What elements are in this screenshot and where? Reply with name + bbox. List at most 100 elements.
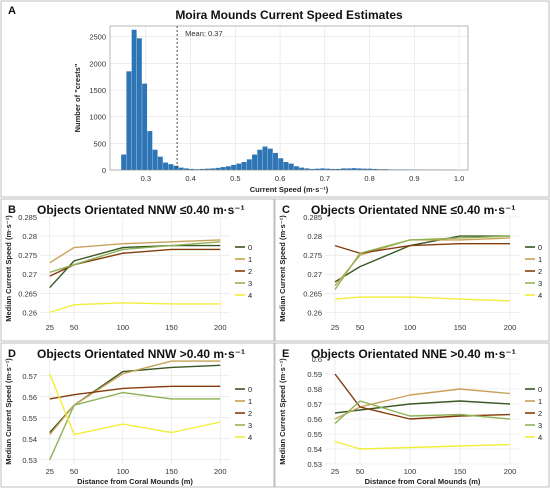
legend-label-0: 0 (248, 385, 252, 394)
panel-b-xtick-label: 200 (214, 323, 227, 332)
panel-b-ytick-label: 0.27 (22, 270, 37, 279)
panel-d-xlabel: Distance from Coral Mounds (m) (77, 477, 193, 486)
histogram-bar (283, 162, 289, 170)
panel-d-ytick-label: 0.54 (22, 435, 37, 444)
histogram-bar (330, 168, 336, 170)
histogram-bar (304, 168, 310, 170)
histogram-bar (293, 166, 299, 170)
histogram-bar (168, 164, 174, 170)
panel-a-plot-frame (109, 25, 469, 171)
panel-a: A Moira Mounds Current Speed Estimates 0 50… (0, 0, 550, 198)
panel-d-title: Objects Orientated NNW >0.40 m·s⁻¹ (37, 347, 245, 361)
histogram-bar (178, 167, 184, 170)
panel-b-xtick-label: 25 (46, 323, 54, 332)
histogram-bar (367, 168, 373, 170)
legend-label-3: 3 (248, 421, 252, 430)
histogram-bar (341, 168, 347, 170)
legend-label-4: 4 (538, 433, 542, 442)
histogram-bar (184, 168, 189, 170)
legend-label-1: 1 (248, 255, 252, 264)
panel-b: B Objects Orientated NNW ≤0.40 m·s⁻¹ 0.26 0… (0, 198, 275, 342)
panel-d-xtick-label: 25 (46, 467, 54, 476)
panel-e-letter: E (282, 348, 289, 360)
histogram-bar (273, 152, 278, 170)
panel-d-xtick-label: 150 (165, 467, 178, 476)
panel-c-title: Objects Orientated NNE ≤0.40 m·s⁻¹ (311, 203, 515, 217)
panel-a-xtick-label: 0.4 (185, 174, 195, 183)
series-line-4 (334, 440, 511, 450)
histogram-bar (147, 131, 153, 170)
series-line-1 (49, 239, 221, 264)
histogram-bar (152, 149, 158, 170)
histogram-bar (335, 168, 341, 170)
panel-d-ylabel: Median Current Speed (m·s⁻¹) (4, 358, 13, 465)
panel-e-ytick-label: 0.58 (307, 385, 322, 394)
legend-label-1: 1 (248, 397, 252, 406)
panel-a-xtick-label: 0.3 (141, 174, 151, 183)
legend-label-4: 4 (248, 433, 252, 442)
panel-a-xtick-label: 0.5 (230, 174, 240, 183)
panel-d-xtick-label: 100 (117, 467, 130, 476)
panel-c-ylabel: Median Current Speed (m·s⁻¹) (278, 215, 287, 322)
histogram-bar (121, 154, 127, 170)
panel-c-xtick-label: 200 (504, 323, 517, 332)
panel-d-ytick-label: 0.56 (22, 393, 37, 402)
panel-a-ytick-label: 2000 (89, 59, 106, 68)
panel-c-letter: C (282, 204, 290, 216)
histogram-bar (356, 168, 362, 170)
panel-e-xtick-label: 100 (404, 467, 417, 476)
histogram-bar (377, 169, 383, 170)
histogram-bar (372, 168, 378, 170)
histogram-bar (236, 163, 242, 170)
panel-a-xtick-label: 0.8 (364, 174, 374, 183)
legend-label-2: 2 (538, 267, 542, 276)
panel-a-letter: A (8, 5, 16, 17)
mean-annotation: Mean: 0.37 (185, 29, 223, 38)
panel-e-ytick-label: 0.54 (307, 445, 322, 454)
panel-a-ylabel: Number of "crests" (73, 63, 82, 132)
panel-b-ytick-label: 0.26 (22, 308, 37, 317)
panel-c-ytick-label: 0.27 (307, 270, 322, 279)
series-line-0 (334, 235, 510, 283)
series-line-2 (334, 373, 511, 420)
panel-a-ytick-label: 0 (102, 166, 106, 175)
panel-e: E Objects Orientated NNE >0.40 m·s⁻¹ 0.53 0… (274, 342, 550, 488)
histogram-bar (257, 149, 263, 170)
panel-b-xtick-label: 150 (165, 323, 178, 332)
histogram-bar (220, 167, 226, 170)
panel-c-xtick-label: 100 (404, 323, 417, 332)
histogram-bar (267, 148, 273, 170)
histogram-bar (351, 168, 357, 170)
panel-b-ytick-label: 0.275 (18, 251, 37, 260)
histogram-bar (325, 168, 331, 170)
panel-a-ytick-label: 1500 (89, 86, 106, 95)
panel-e-xlabel: Distance from Coral Mounds (m) (365, 477, 481, 486)
histogram-bar (382, 169, 388, 170)
panel-d-ytick-label: 0.55 (22, 414, 37, 423)
panel-b-ytick-label: 0.285 (18, 213, 37, 222)
legend-label-3: 3 (538, 421, 542, 430)
panel-c-border (274, 198, 550, 342)
legend-label-0: 0 (538, 385, 542, 394)
panel-b-border (0, 198, 275, 342)
panel-d-xtick-label: 50 (70, 467, 78, 476)
series-line-4 (49, 302, 221, 314)
panel-a-ytick-label: 2500 (89, 33, 106, 42)
histogram-bar (142, 83, 148, 170)
panel-a-title: Moira Mounds Current Speed Estimates (175, 8, 403, 22)
series-line-0 (49, 244, 221, 289)
panel-b-ylabel: Median Current Speed (m·s⁻¹) (4, 215, 13, 322)
histogram-bar (278, 158, 284, 170)
series-line-1 (334, 388, 511, 420)
panel-d-xtick-label: 200 (214, 467, 227, 476)
panel-d: D Objects Orientated NNW >0.40 m·s⁻¹ 0.53 0… (0, 342, 275, 488)
panel-a-xtick-label: 0.9 (409, 174, 419, 183)
panel-d-letter: D (8, 348, 16, 360)
panel-e-ytick-label: 0.53 (307, 460, 322, 469)
histogram-bar (246, 159, 252, 170)
panel-a-ytick-label: 1000 (89, 113, 106, 122)
panel-b-xtick-label: 50 (70, 323, 78, 332)
histogram-bar (131, 29, 137, 170)
histogram-bar (189, 168, 195, 170)
